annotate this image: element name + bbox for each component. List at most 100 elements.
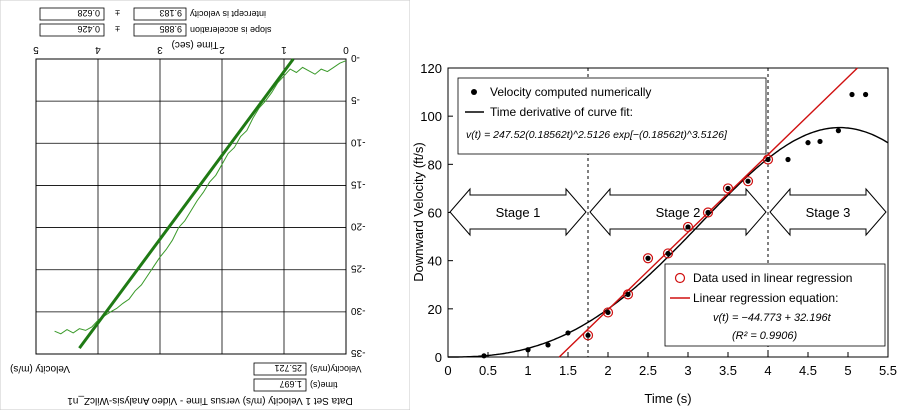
logger-y-ticks: -0 -5 -10 -15 -20 -25 -30 -35: [351, 52, 366, 358]
logger-x-tick-label: 5: [33, 44, 39, 55]
slope-value: 9.885: [159, 24, 182, 34]
numerical-velocity-point: [565, 330, 571, 336]
numerical-velocity-point: [625, 291, 631, 297]
velocity-y-tick-label: 40: [428, 254, 442, 269]
numerical-velocity-point: [685, 224, 691, 230]
velocity-chart-svg: 0 20 40 60 80 100 120 0 0.5 1 1.5 2 2.5 3 3.5 4 4.5 5 5.5…: [411, 61, 897, 406]
logger-x-tick-label: 1: [281, 44, 287, 55]
panel-velocity-chart: 0 20 40 60 80 100 120 0 0.5 1 1.5 2 2.5 3 3.5 4 4.5 5 5.5…: [410, 0, 897, 410]
numerical-velocity-point: [585, 332, 591, 338]
logger-y-axis-label: Velocity (m/s): [10, 363, 70, 374]
velocity-x-tick-label: 5: [844, 363, 851, 378]
time-readout-label: time(s): [310, 380, 338, 390]
velocity-x-tick-label: 3.5: [719, 363, 737, 378]
regression-data-point: [602, 307, 614, 318]
velocity-x-ticks: 0 0.5 1 1.5 2 2.5 3 3.5 4 4.5 5 5.5: [444, 352, 897, 378]
regression-data-point: [762, 154, 774, 165]
curve-fit-line: [448, 126, 889, 358]
legend-item-numerical: Velocity computed numerically: [490, 85, 651, 99]
logger-x-tick-label: 4: [95, 44, 101, 55]
velocity-readout-value: 25.721: [274, 363, 302, 373]
numerical-velocity-point: [785, 156, 791, 163]
logger-linear-fit-line: [78, 58, 295, 349]
velocity-x-tick-label: 2.5: [639, 363, 657, 378]
numerical-velocity-point: [849, 91, 855, 98]
intercept-error-box[interactable]: [39, 7, 105, 21]
legend-top-box: [457, 77, 767, 155]
numerical-velocity-point: [605, 309, 611, 316]
velocity-x-tick-label: 2: [604, 363, 611, 378]
intercept-value: 9.183: [159, 8, 182, 18]
logger-y-tick-label: -20: [351, 221, 366, 232]
regression-data-point: [582, 330, 594, 341]
velocity-readout-label: Velocity(m/s): [310, 364, 362, 374]
legend-item-curvefit: Time derivative of curve fit:: [490, 105, 633, 119]
velocity-y-axis-label: Downward Velocity (ft/s): [411, 142, 426, 281]
logger-x-tick-label: 3: [157, 44, 163, 55]
logger-y-tick-label: -10: [351, 136, 366, 147]
logger-chart-title: Data Set 1 Velocity (m/s) versus Time - …: [67, 395, 353, 406]
intercept-label: intercept is velocity: [190, 9, 267, 19]
regression-r2: (R² = 0.9906): [732, 330, 797, 342]
logger-y-tick-label: -15: [351, 178, 366, 189]
numerical-velocity-point: [545, 342, 551, 348]
velocity-y-tick-label: 80: [428, 157, 442, 172]
logger-grid: [36, 59, 346, 354]
velocity-readout-box[interactable]: [253, 362, 307, 376]
stage-label: Stage 2: [656, 205, 701, 220]
velocity-y-tick-label: 20: [428, 302, 442, 317]
regression-data-point: [742, 176, 754, 187]
velocity-x-tick-label: 5.5: [879, 363, 897, 378]
velocity-y-tick-label: 120: [420, 61, 442, 76]
velocity-points: [481, 91, 869, 359]
time-readout-value: 1.697: [279, 379, 302, 389]
logger-y-tick-label: -35: [351, 347, 366, 358]
logger-y-tick-label: -30: [351, 305, 366, 316]
legend-bottom: Data used in linear regression Linear re…: [664, 263, 886, 347]
stage-label: Stage 1: [496, 205, 541, 220]
numerical-velocity-point: [481, 353, 487, 359]
velocity-x-tick-label: 0: [444, 363, 451, 378]
intercept-pm: ±: [115, 8, 120, 18]
slope-label: slope is acceleration: [190, 25, 272, 35]
legend-bottom-box: [664, 263, 886, 347]
numerical-velocity-point: [645, 255, 651, 261]
stage-arrow: [449, 187, 587, 237]
numerical-velocity-point: [725, 185, 731, 192]
velocity-x-tick-label: 4.5: [799, 363, 817, 378]
regression-data-point: [702, 207, 714, 218]
legend-item-regression-eq: Linear regression equation:: [693, 291, 838, 305]
velocity-y-tick-label: 60: [428, 206, 442, 221]
logger-x-tick-label: 0: [343, 44, 349, 55]
logger-y-tick-label: -5: [351, 94, 360, 105]
logger-x-axis-label: Time (sec): [172, 39, 219, 50]
velocity-x-tick-label: 1.5: [559, 363, 577, 378]
regression-data-point: [682, 221, 694, 233]
logger-y-tick-label: -0: [351, 52, 360, 63]
logger-x-ticks: 0 1 2 3 4 5: [33, 44, 349, 55]
intercept-error: 0.628: [77, 8, 100, 18]
numerical-velocity-point: [705, 209, 711, 216]
regression-data-point: [662, 248, 674, 259]
legend-item-regression-data: Data used in linear regression: [693, 271, 852, 285]
numerical-velocity-point: [745, 178, 751, 184]
velocity-x-tick-label: 4: [764, 363, 771, 378]
slope-error: 0.426: [77, 24, 100, 34]
stage-label: Stage 3: [806, 205, 851, 220]
regression-data-point: [622, 289, 634, 300]
regression-data-point: [642, 253, 654, 264]
logger-x-tick-label: 2: [219, 44, 225, 55]
regression-data-point: [722, 183, 734, 194]
slope-value-box[interactable]: [133, 23, 187, 37]
regression-equation: v(t) = −44.773 + 32.196t: [713, 312, 832, 324]
velocity-y-tick-label: 100: [420, 109, 442, 124]
time-readout-box[interactable]: [253, 378, 307, 392]
numerical-velocity-point: [835, 128, 841, 134]
numerical-velocity-point: [665, 250, 671, 257]
numerical-velocity-point: [863, 91, 869, 98]
velocity-y-tick-label: 0: [435, 350, 442, 365]
numerical-velocity-point: [525, 347, 531, 353]
intercept-value-box[interactable]: [133, 7, 187, 21]
panel-logger-chart: Data Set 1 Velocity (m/s) versus Time - …: [0, 0, 411, 411]
slope-error-box[interactable]: [39, 23, 105, 37]
